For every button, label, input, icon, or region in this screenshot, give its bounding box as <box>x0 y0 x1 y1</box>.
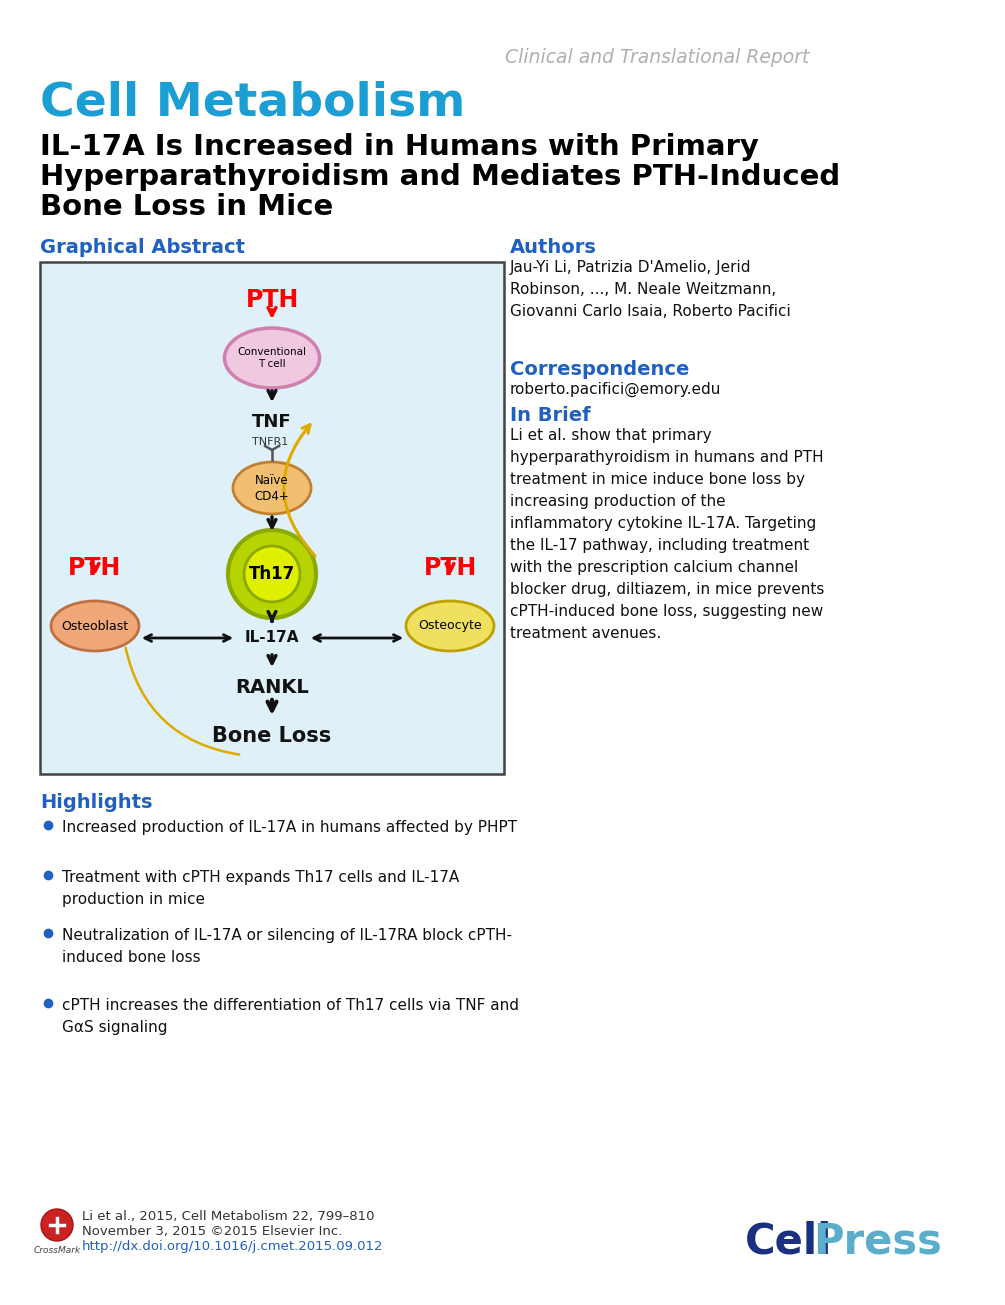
Ellipse shape <box>224 328 320 388</box>
Text: Clinical and Translational Report: Clinical and Translational Report <box>505 48 809 67</box>
Text: In Brief: In Brief <box>510 406 591 425</box>
Text: Authors: Authors <box>510 238 597 257</box>
Text: TNF: TNF <box>252 412 291 431</box>
Text: Osteoblast: Osteoblast <box>61 620 129 633</box>
FancyArrowPatch shape <box>283 424 316 556</box>
Text: Graphical Abstract: Graphical Abstract <box>40 238 245 257</box>
Text: roberto.pacifici@emory.edu: roberto.pacifici@emory.edu <box>510 382 722 397</box>
Text: Li et al., 2015, Cell Metabolism 22, 799–810: Li et al., 2015, Cell Metabolism 22, 799… <box>82 1210 375 1223</box>
Ellipse shape <box>51 602 139 651</box>
Text: Treatment with cPTH expands Th17 cells and IL-17A
production in mice: Treatment with cPTH expands Th17 cells a… <box>62 870 459 907</box>
Text: Conventional
T cell: Conventional T cell <box>237 347 307 369</box>
Text: Cell: Cell <box>745 1220 832 1262</box>
Circle shape <box>228 530 316 619</box>
Text: Jau-Yi Li, Patrizia D'Amelio, Jerid
Robinson, ..., M. Neale Weitzmann,
Giovanni : Jau-Yi Li, Patrizia D'Amelio, Jerid Robi… <box>510 260 791 320</box>
FancyArrowPatch shape <box>126 647 239 754</box>
Ellipse shape <box>233 462 311 514</box>
Text: IL-17A: IL-17A <box>245 630 299 646</box>
Text: TNFR1: TNFR1 <box>252 437 288 448</box>
Text: Osteocyte: Osteocyte <box>418 620 481 633</box>
Text: Cell Metabolism: Cell Metabolism <box>40 80 465 125</box>
Text: Bone Loss: Bone Loss <box>212 726 332 746</box>
Text: Hyperparathyroidism and Mediates PTH-Induced: Hyperparathyroidism and Mediates PTH-Ind… <box>40 163 840 191</box>
Text: CrossMark: CrossMark <box>33 1246 80 1255</box>
Text: PTH: PTH <box>423 556 476 579</box>
Text: Highlights: Highlights <box>40 793 153 812</box>
Text: Increased production of IL-17A in humans affected by PHPT: Increased production of IL-17A in humans… <box>62 820 518 835</box>
Text: PTH: PTH <box>245 288 298 312</box>
Text: Press: Press <box>813 1220 942 1262</box>
Text: November 3, 2015 ©2015 Elsevier Inc.: November 3, 2015 ©2015 Elsevier Inc. <box>82 1225 343 1238</box>
Text: Bone Loss in Mice: Bone Loss in Mice <box>40 193 334 221</box>
Text: cPTH increases the differentiation of Th17 cells via TNF and
GαS signaling: cPTH increases the differentiation of Th… <box>62 998 519 1035</box>
Bar <box>40 262 504 774</box>
Text: RANKL: RANKL <box>235 679 309 697</box>
Text: http://dx.doi.org/10.1016/j.cmet.2015.09.012: http://dx.doi.org/10.1016/j.cmet.2015.09… <box>82 1240 384 1253</box>
Text: Th17: Th17 <box>249 565 295 583</box>
Text: PTH: PTH <box>68 556 122 579</box>
Text: IL-17A Is Increased in Humans with Primary: IL-17A Is Increased in Humans with Prima… <box>40 133 759 161</box>
Text: Correspondence: Correspondence <box>510 360 689 378</box>
Text: Neutralization of IL-17A or silencing of IL-17RA block cPTH-
induced bone loss: Neutralization of IL-17A or silencing of… <box>62 928 512 964</box>
Text: Li et al. show that primary
hyperparathyroidism in humans and PTH
treatment in m: Li et al. show that primary hyperparathy… <box>510 428 824 641</box>
Text: Naïve
CD4+: Naïve CD4+ <box>254 474 289 502</box>
Circle shape <box>41 1208 73 1241</box>
Ellipse shape <box>406 602 494 651</box>
Circle shape <box>244 545 300 602</box>
